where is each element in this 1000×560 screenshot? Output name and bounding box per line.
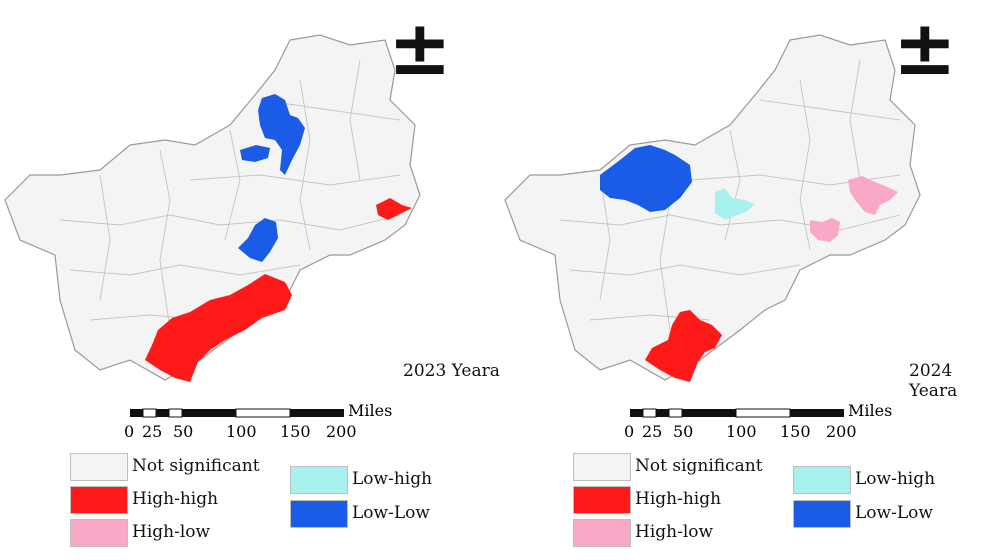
scale-bar: Miles 0 25 50 100 150 200 (124, 404, 392, 441)
legend-swatch (573, 486, 631, 514)
legend-swatch (793, 466, 851, 494)
legend-swatch (70, 519, 128, 547)
legend-label: Low-Low (352, 503, 430, 523)
choropleth-map-2024 (504, 34, 921, 382)
legend-swatch (573, 453, 631, 481)
cluster-regions-2024 (600, 145, 898, 382)
map-panel-2024: ± 2024 Yeara Miles 0 25 50 100 150 200 N… (500, 0, 1000, 560)
low-high-cluster-central (715, 188, 755, 220)
low-low-cluster-west (600, 145, 692, 212)
legend-swatch (290, 500, 348, 528)
year-label: 2024 Yeara (909, 361, 958, 401)
legend-label: High-low (635, 522, 714, 542)
scale-bar: Miles 0 25 50 100 150 200 (624, 404, 892, 441)
legend-label: High-high (132, 489, 219, 509)
scale-tick: 100 (726, 422, 757, 441)
legend-label: High-high (635, 489, 722, 509)
low-low-cluster-north (258, 94, 305, 175)
north-arrow-icon: ± (388, 3, 452, 92)
legend-label: Low-high (855, 469, 936, 489)
north-arrow-icon: ± (893, 3, 957, 92)
scale-tick: 50 (173, 422, 193, 441)
legend-swatch (573, 519, 631, 547)
scale-tick: 50 (673, 422, 693, 441)
cluster-regions-2023 (145, 94, 412, 382)
legend-label: Low-high (352, 469, 433, 489)
scale-tick: 200 (826, 422, 857, 441)
high-low-cluster-east (810, 218, 840, 242)
scale-tick: 150 (780, 422, 811, 441)
low-low-cluster-central (238, 218, 278, 262)
map-panel-2023: ± 2023 Yeara Miles 0 25 50 100 150 200 N… (4, 3, 500, 547)
scale-tick: 25 (142, 422, 162, 441)
scale-tick: 0 (124, 422, 134, 441)
legend-swatch (70, 486, 128, 514)
low-low-cluster-northwest (240, 145, 270, 162)
choropleth-map-2023 (4, 34, 421, 382)
scale-unit-label: Miles (848, 404, 892, 420)
scale-tick: 0 (624, 422, 634, 441)
legend-swatch (290, 466, 348, 494)
legend-swatch (70, 453, 128, 481)
legend-label: Not significant (132, 456, 260, 476)
high-high-cluster-south (145, 274, 292, 382)
scale-tick: 25 (642, 422, 662, 441)
year-label: 2023 Yeara (403, 361, 500, 381)
legend-label: Not significant (635, 456, 763, 476)
legend-swatch (793, 500, 851, 528)
high-high-cluster-south (645, 310, 722, 382)
legend-label: Low-Low (855, 503, 933, 523)
legend-label: High-low (132, 522, 211, 542)
high-high-cluster-east (376, 198, 412, 220)
scale-tick: 100 (226, 422, 257, 441)
scale-unit-label: Miles (348, 404, 392, 420)
scale-tick: 150 (280, 422, 311, 441)
scale-tick: 200 (326, 422, 357, 441)
high-low-cluster-northeast (848, 176, 898, 215)
